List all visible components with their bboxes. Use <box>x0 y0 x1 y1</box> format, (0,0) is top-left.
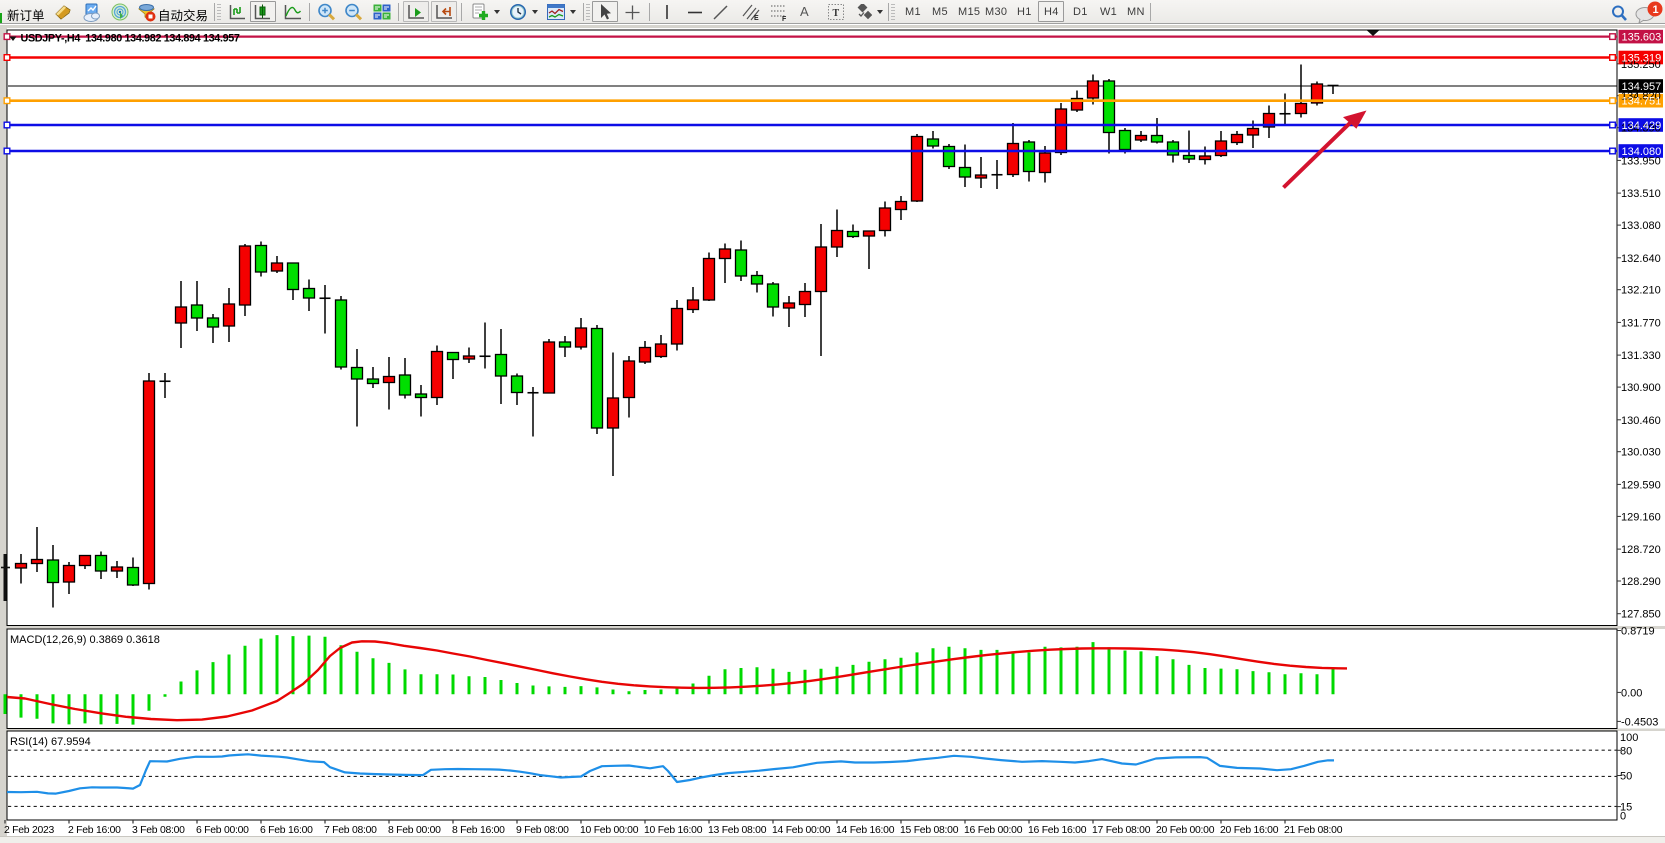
svg-text:131.770: 131.770 <box>1621 317 1661 329</box>
svg-text:16 Feb 16:00: 16 Feb 16:00 <box>1028 825 1087 836</box>
svg-text:133.950: 133.950 <box>1621 155 1661 167</box>
svg-text:128.720: 128.720 <box>1621 544 1661 556</box>
svg-text:135.250: 135.250 <box>1621 59 1661 71</box>
svg-text:1: 1 <box>1653 4 1659 16</box>
svg-text:129.160: 129.160 <box>1621 511 1661 523</box>
svg-text:6 Feb 00:00: 6 Feb 00:00 <box>196 825 249 836</box>
svg-text:20 Feb 16:00: 20 Feb 16:00 <box>1220 825 1279 836</box>
svg-text:16 Feb 00:00: 16 Feb 00:00 <box>964 825 1023 836</box>
svg-text:F: F <box>782 16 787 22</box>
svg-text:133.510: 133.510 <box>1621 188 1661 200</box>
svg-text:14 Feb 16:00: 14 Feb 16:00 <box>836 825 895 836</box>
svg-text:134.751: 134.751 <box>1622 96 1662 108</box>
svg-text:E: E <box>754 15 759 22</box>
svg-text:14 Feb 00:00: 14 Feb 00:00 <box>772 825 831 836</box>
svg-text:10 Feb 00:00: 10 Feb 00:00 <box>580 825 639 836</box>
svg-text:50: 50 <box>1620 771 1632 783</box>
svg-text:17 Feb 08:00: 17 Feb 08:00 <box>1092 825 1151 836</box>
svg-text:132.640: 132.640 <box>1621 253 1661 265</box>
svg-text:13 Feb 08:00: 13 Feb 08:00 <box>708 825 767 836</box>
svg-text:20 Feb 00:00: 20 Feb 00:00 <box>1156 825 1215 836</box>
svg-text:130.030: 130.030 <box>1621 447 1661 459</box>
svg-text:15: 15 <box>1620 802 1632 814</box>
svg-text:100: 100 <box>1620 732 1638 744</box>
svg-text:134.957: 134.957 <box>1622 81 1662 93</box>
svg-text:130.460: 130.460 <box>1621 415 1661 427</box>
svg-text:-0.4503: -0.4503 <box>1621 716 1658 728</box>
svg-text:15 Feb 08:00: 15 Feb 08:00 <box>900 825 959 836</box>
svg-text:T: T <box>833 8 840 19</box>
svg-text:7 Feb 08:00: 7 Feb 08:00 <box>324 825 377 836</box>
svg-text:135.319: 135.319 <box>1622 53 1662 65</box>
svg-text:9 Feb 08:00: 9 Feb 08:00 <box>516 825 569 836</box>
svg-text:21 Feb 08:00: 21 Feb 08:00 <box>1284 825 1343 836</box>
svg-text:133.080: 133.080 <box>1621 220 1661 232</box>
svg-text:135.603: 135.603 <box>1622 32 1662 44</box>
svg-text:8 Feb 16:00: 8 Feb 16:00 <box>452 825 505 836</box>
svg-text:132.210: 132.210 <box>1621 285 1661 297</box>
svg-text:MACD(12,26,9) 0.3869 0.3618: MACD(12,26,9) 0.3869 0.3618 <box>10 634 160 646</box>
svg-text:8 Feb 00:00: 8 Feb 00:00 <box>388 825 441 836</box>
svg-text:10 Feb 16:00: 10 Feb 16:00 <box>644 825 703 836</box>
svg-text:127.850: 127.850 <box>1621 609 1661 621</box>
svg-text:2 Feb 16:00: 2 Feb 16:00 <box>68 825 121 836</box>
svg-text:3 Feb 08:00: 3 Feb 08:00 <box>132 825 185 836</box>
svg-text:130.900: 130.900 <box>1621 382 1661 394</box>
svg-text:2 Feb 2023: 2 Feb 2023 <box>4 825 55 836</box>
svg-text:131.330: 131.330 <box>1621 350 1661 362</box>
svg-text:80: 80 <box>1620 745 1632 757</box>
svg-text:0.00: 0.00 <box>1621 687 1642 699</box>
svg-text:6 Feb 16:00: 6 Feb 16:00 <box>260 825 313 836</box>
svg-text:128.290: 128.290 <box>1621 576 1661 588</box>
svg-text:134.820: 134.820 <box>1621 91 1661 103</box>
svg-text:134.429: 134.429 <box>1622 120 1662 132</box>
svg-text:134.080: 134.080 <box>1622 146 1662 158</box>
svg-text:USDJPY-,H4 134.980 134.982 13: USDJPY-,H4 134.980 134.982 134.894 134.9… <box>21 33 240 45</box>
svg-text:134.390: 134.390 <box>1621 123 1661 135</box>
svg-text:0.8719: 0.8719 <box>1621 626 1655 638</box>
svg-text:RSI(14) 67.9594: RSI(14) 67.9594 <box>10 736 91 748</box>
svg-text:129.590: 129.590 <box>1621 479 1661 491</box>
svg-text:0: 0 <box>1620 811 1626 823</box>
